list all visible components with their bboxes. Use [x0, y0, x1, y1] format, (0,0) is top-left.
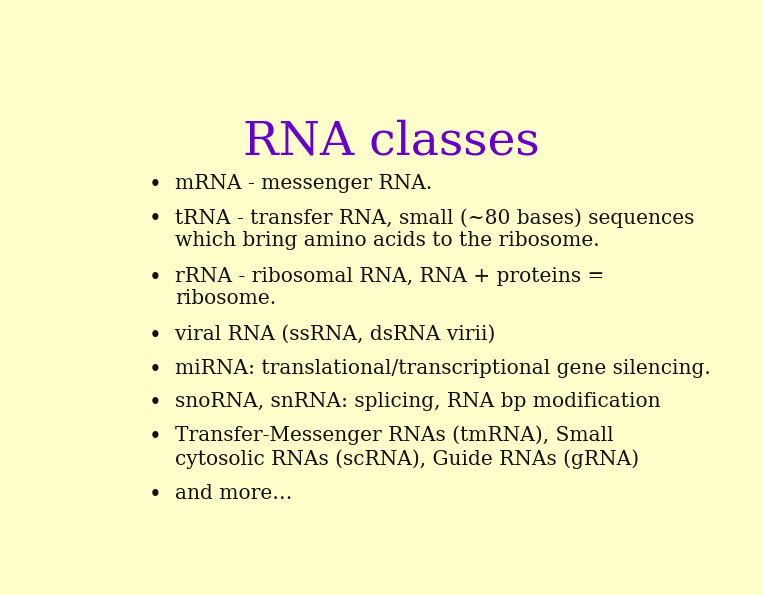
Text: •: • — [149, 392, 161, 414]
Text: RNA classes: RNA classes — [243, 120, 539, 165]
Text: snoRNA, snRNA: splicing, RNA bp modification: snoRNA, snRNA: splicing, RNA bp modifica… — [175, 392, 661, 411]
Text: •: • — [149, 359, 161, 381]
Text: •: • — [149, 484, 161, 506]
Text: viral RNA (ssRNA, dsRNA virii): viral RNA (ssRNA, dsRNA virii) — [175, 325, 496, 345]
Text: •: • — [149, 325, 161, 347]
Text: and more…: and more… — [175, 484, 292, 503]
Text: mRNA - messenger RNA.: mRNA - messenger RNA. — [175, 174, 433, 193]
Text: •: • — [149, 174, 161, 196]
Text: Transfer-Messenger RNAs (tmRNA), Small
cytosolic RNAs (scRNA), Guide RNAs (gRNA): Transfer-Messenger RNAs (tmRNA), Small c… — [175, 425, 639, 469]
Text: tRNA - transfer RNA, small (~80 bases) sequences
which bring amino acids to the : tRNA - transfer RNA, small (~80 bases) s… — [175, 208, 694, 250]
Text: •: • — [149, 267, 161, 289]
Text: miRNA: translational/transcriptional gene silencing.: miRNA: translational/transcriptional gen… — [175, 359, 711, 378]
Text: •: • — [149, 425, 161, 447]
Text: •: • — [149, 208, 161, 230]
Text: rRNA - ribosomal RNA, RNA + proteins =
ribosome.: rRNA - ribosomal RNA, RNA + proteins = r… — [175, 267, 604, 308]
